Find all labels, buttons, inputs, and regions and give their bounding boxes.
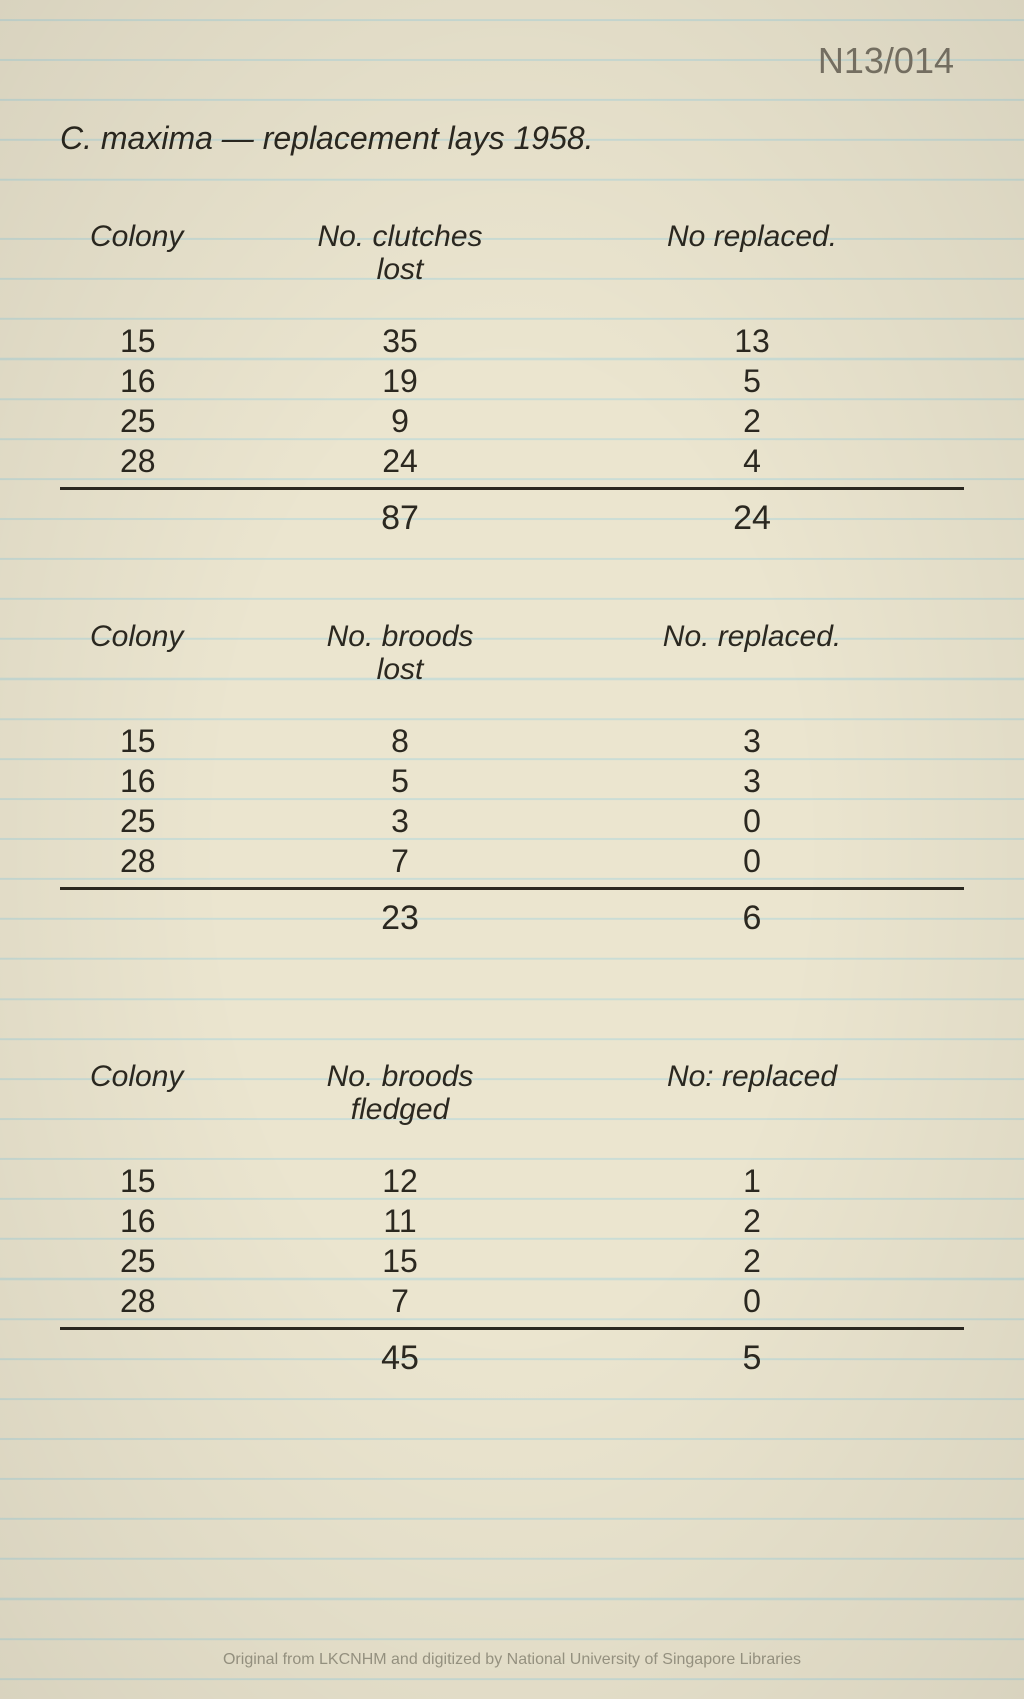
cell-colony: 16	[60, 761, 260, 801]
total-fledged: 45	[260, 1336, 540, 1380]
cell-fledged: 12	[260, 1161, 540, 1201]
digitization-footer: Original from LKCNHM and digitized by Na…	[0, 1651, 1024, 1669]
cell-colony: 16	[60, 361, 260, 401]
header-colony: Colony	[60, 620, 260, 686]
total-replaced: 24	[540, 496, 964, 540]
cell-colony: 15	[60, 1161, 260, 1201]
table-header: Colony No. broodslost No. replaced.	[60, 620, 964, 686]
cell-replaced: 3	[540, 721, 964, 761]
page-reference: N13/014	[818, 40, 954, 82]
table-row: 25 15 2	[60, 1241, 964, 1281]
table-row: 28 24 4	[60, 441, 964, 481]
sum-rule	[60, 887, 964, 890]
table-row: 25 9 2	[60, 401, 964, 441]
cell-replaced: 0	[540, 841, 964, 881]
table-row: 16 5 3	[60, 761, 964, 801]
table-clutches-lost: Colony No. clutcheslost No replaced. 15 …	[60, 220, 964, 540]
cell-replaced: 2	[540, 1241, 964, 1281]
table-row: 16 11 2	[60, 1201, 964, 1241]
cell-lost: 35	[260, 321, 540, 361]
cell-colony: 28	[60, 1281, 260, 1321]
table-row: 28 7 0	[60, 1281, 964, 1321]
cell-colony: 16	[60, 1201, 260, 1241]
cell-lost: 7	[260, 841, 540, 881]
sum-rule	[60, 487, 964, 490]
table-header: Colony No. broodsfledged No: replaced	[60, 1060, 964, 1126]
table-total: 45 5	[60, 1336, 964, 1380]
header-clutches-lost: No. clutcheslost	[260, 220, 540, 286]
page-title: C. maxima — replacement lays 1958.	[60, 120, 594, 157]
table-header: Colony No. clutcheslost No replaced.	[60, 220, 964, 286]
header-broods-lost: No. broodslost	[260, 620, 540, 686]
cell-lost: 9	[260, 401, 540, 441]
cell-fledged: 15	[260, 1241, 540, 1281]
table-total: 23 6	[60, 896, 964, 940]
header-replaced: No replaced.	[540, 220, 964, 286]
cell-replaced: 2	[540, 401, 964, 441]
cell-lost: 8	[260, 721, 540, 761]
cell-colony: 25	[60, 1241, 260, 1281]
cell-colony: 28	[60, 441, 260, 481]
cell-replaced: 0	[540, 801, 964, 841]
table-total: 87 24	[60, 496, 964, 540]
cell-replaced: 3	[540, 761, 964, 801]
cell-lost: 5	[260, 761, 540, 801]
table-row: 15 12 1	[60, 1161, 964, 1201]
cell-colony: 28	[60, 841, 260, 881]
table-broods-fledged: Colony No. broodsfledged No: replaced 15…	[60, 1060, 964, 1380]
cell-replaced: 2	[540, 1201, 964, 1241]
header-replaced: No. replaced.	[540, 620, 964, 686]
cell-lost: 3	[260, 801, 540, 841]
cell-replaced: 5	[540, 361, 964, 401]
cell-lost: 19	[260, 361, 540, 401]
header-broods-fledged: No. broodsfledged	[260, 1060, 540, 1126]
header-colony: Colony	[60, 1060, 260, 1126]
table-row: 28 7 0	[60, 841, 964, 881]
table-row: 15 8 3	[60, 721, 964, 761]
cell-colony: 15	[60, 321, 260, 361]
cell-replaced: 13	[540, 321, 964, 361]
total-replaced: 5	[540, 1336, 964, 1380]
total-replaced: 6	[540, 896, 964, 940]
table-row: 15 35 13	[60, 321, 964, 361]
cell-fledged: 7	[260, 1281, 540, 1321]
cell-lost: 24	[260, 441, 540, 481]
cell-colony: 25	[60, 401, 260, 441]
table-broods-lost: Colony No. broodslost No. replaced. 15 8…	[60, 620, 964, 940]
total-lost: 87	[260, 496, 540, 540]
total-lost: 23	[260, 896, 540, 940]
cell-replaced: 0	[540, 1281, 964, 1321]
cell-replaced: 1	[540, 1161, 964, 1201]
table-row: 16 19 5	[60, 361, 964, 401]
cell-fledged: 11	[260, 1201, 540, 1241]
header-replaced: No: replaced	[540, 1060, 964, 1126]
sum-rule	[60, 1327, 964, 1330]
cell-replaced: 4	[540, 441, 964, 481]
table-row: 25 3 0	[60, 801, 964, 841]
header-colony: Colony	[60, 220, 260, 286]
cell-colony: 25	[60, 801, 260, 841]
cell-colony: 15	[60, 721, 260, 761]
